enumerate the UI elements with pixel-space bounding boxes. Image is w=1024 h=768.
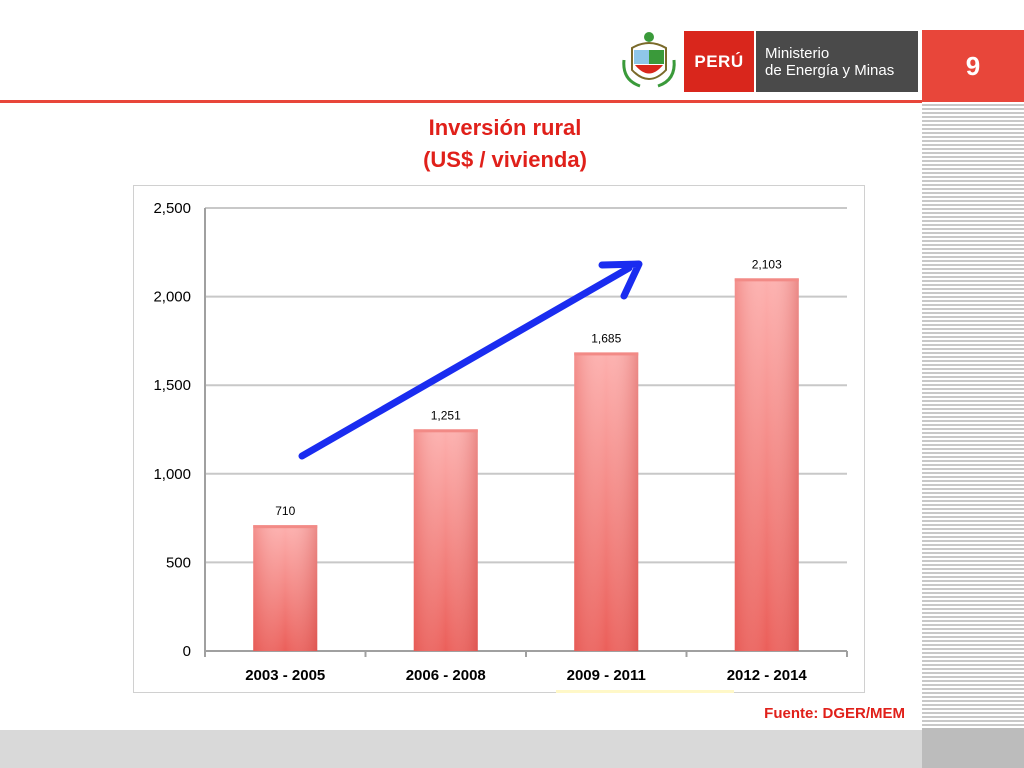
trend-arrowhead-icon [598, 260, 643, 300]
highlight-mark [556, 690, 734, 693]
y-tick-label: 2,500 [153, 200, 191, 217]
x-tick-label: 2009 - 2011 [567, 667, 646, 684]
ministry-line-1: Ministerio [765, 44, 830, 62]
bar-value-label: 2,103 [752, 257, 782, 271]
source-note: Fuente: DGER/MEM [764, 705, 905, 722]
decorative-stripes [922, 100, 1024, 728]
peru-logo: PERÚ [684, 31, 754, 92]
bar-shading [574, 352, 639, 651]
chart-title: Inversión rural (US$ / vivienda) [300, 112, 710, 176]
page-number: 9 [922, 30, 1024, 102]
footer-band-corner [922, 728, 1024, 768]
bar-value-label: 1,251 [431, 408, 461, 422]
y-tick-label: 1,500 [153, 377, 191, 394]
bar-top [734, 278, 799, 282]
bar-chart: 0 500 1,000 1,500 2,000 2,500 710 2003 - 2005 1,… [153, 200, 848, 684]
y-tick-label: 1,000 [153, 466, 191, 483]
chart-title-line-1: Inversión rural [428, 115, 582, 140]
bar-top [253, 525, 318, 529]
ministry-logo: Ministerio de Energía y Minas [756, 31, 918, 92]
coat-of-arms-icon [620, 30, 678, 92]
ministry-line-2: de Energía y Minas [765, 61, 895, 79]
bar-value-label: 710 [275, 504, 295, 518]
bar-top [574, 352, 639, 356]
x-tick-label: 2012 - 2014 [727, 667, 808, 684]
y-tick-label: 2,000 [153, 289, 191, 306]
bar-top [413, 429, 478, 433]
x-tick-label: 2003 - 2005 [245, 667, 325, 684]
bar-shading [413, 429, 478, 651]
chart-frame: 0 500 1,000 1,500 2,000 2,500 710 2003 - 2005 1,… [133, 185, 865, 693]
chart-title-line-2: (US$ / vivienda) [423, 147, 587, 172]
bar-shading [253, 525, 318, 651]
trend-arrow-icon [298, 264, 633, 460]
footer-band [0, 730, 922, 768]
header-rule [0, 100, 922, 103]
bar-value-label: 1,685 [591, 331, 621, 345]
x-tick-label: 2006 - 2008 [406, 667, 486, 684]
y-tick-label: 0 [183, 643, 191, 660]
y-tick-label: 500 [166, 554, 191, 571]
bar-shading [734, 278, 799, 651]
